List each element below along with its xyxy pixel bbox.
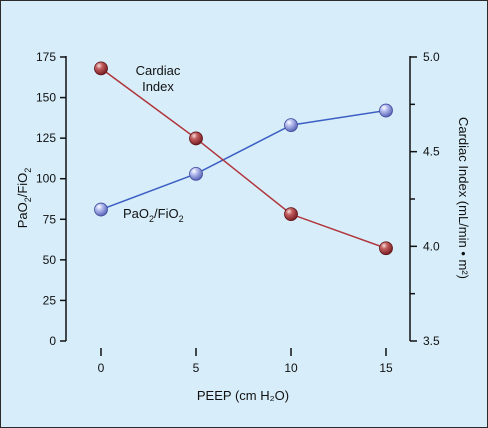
left-axis-ticks: 0 25 50 75 100 125 150 175 — [36, 50, 66, 348]
right-axis-title: Cardiac Index (mL/min • m²) — [456, 117, 471, 279]
x-tick-label: 15 — [379, 361, 393, 375]
series-layer — [94, 61, 393, 256]
cardiac-index-data-point — [379, 241, 393, 256]
cardiac-index-label-line1: Cardiac — [136, 63, 181, 78]
pao2-fio2-series-label: PaO2/FiO2 — [123, 206, 184, 224]
x-axis-title: PEEP (cm H₂O) — [197, 388, 289, 403]
right-tick-label: 4.0 — [423, 239, 440, 253]
left-tick-label: 150 — [36, 91, 56, 105]
pao2-fio2-series-line — [100, 109, 387, 211]
pao2-fio2-data-point — [379, 103, 393, 118]
pao2-fio2-data-point — [189, 166, 203, 181]
cardiac-index-data-point — [284, 207, 298, 222]
right-tick-label: 3.5 — [423, 334, 440, 348]
right-axis-ticks: 3.5 4.0 4.5 5.0 — [410, 50, 440, 348]
x-tick-label: 5 — [193, 361, 200, 375]
cardiac-index-label-line2: Index — [142, 79, 174, 94]
cardiac-index-data-point — [189, 131, 203, 146]
right-tick-label: 4.5 — [423, 145, 440, 159]
pao2-fio2-data-point — [94, 202, 108, 217]
left-tick-label: 75 — [43, 212, 57, 226]
left-tick-label: 100 — [36, 172, 56, 186]
left-axis-title: PaO2/FiO2 — [15, 168, 33, 229]
left-tick-label: 125 — [36, 131, 56, 145]
x-axis-ticks: 0 5 10 15 — [98, 348, 393, 375]
cardiac-index-data-point — [94, 61, 108, 76]
left-tick-label: 25 — [43, 293, 57, 307]
x-tick-label: 0 — [98, 361, 105, 375]
cardiac-index-series-line — [100, 67, 387, 249]
left-tick-label: 175 — [36, 50, 56, 64]
pao2-fio2-data-point — [284, 118, 298, 133]
left-tick-label: 50 — [43, 253, 57, 267]
left-tick-label: 0 — [49, 334, 56, 348]
x-tick-label: 10 — [284, 361, 298, 375]
right-tick-label: 5.0 — [423, 50, 440, 64]
